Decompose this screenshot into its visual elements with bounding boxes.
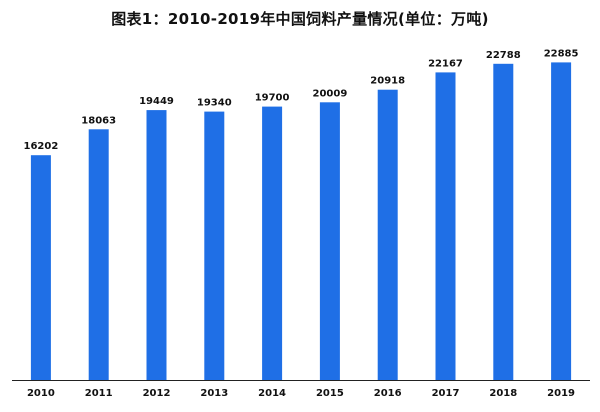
- data-label-2013: 19340: [197, 98, 232, 109]
- bar-2018: [493, 63, 514, 381]
- x-tick-label-2010: 2010: [27, 388, 55, 399]
- bar-2016: [377, 89, 398, 380]
- data-label-2010: 16202: [24, 141, 59, 152]
- x-tick-label-2011: 2011: [85, 388, 113, 399]
- chart-title: 图表1：2010-2019年中国饲料产量情况(单位：万吨): [111, 10, 489, 28]
- x-tick-labels-layer: 2010 2011 2012 2013 2014 2015 2016 2017 2018 2019: [27, 388, 575, 399]
- data-label-2011: 18063: [81, 115, 116, 126]
- bar-2010: [30, 155, 51, 380]
- x-tick-label-2015: 2015: [316, 388, 344, 399]
- x-tick-label-2017: 2017: [432, 388, 460, 399]
- data-label-2019: 22885: [544, 48, 579, 59]
- data-label-2014: 19700: [255, 93, 290, 104]
- bar-2017: [435, 72, 456, 381]
- data-label-2012: 19449: [139, 96, 174, 107]
- bar-2012: [146, 110, 167, 380]
- bar-2019: [551, 62, 572, 381]
- bars-layer: [30, 62, 572, 381]
- data-label-2016: 20918: [370, 76, 405, 87]
- bar-2013: [204, 111, 225, 380]
- x-tick-label-2014: 2014: [258, 388, 286, 399]
- data-label-2018: 22788: [486, 50, 521, 61]
- x-tick-label-2013: 2013: [200, 388, 228, 399]
- bar-2015: [319, 102, 340, 381]
- x-tick-label-2016: 2016: [374, 388, 402, 399]
- x-tick-label-2012: 2012: [143, 388, 171, 399]
- data-label-2015: 20009: [313, 88, 348, 99]
- x-tick-label-2018: 2018: [489, 388, 517, 399]
- bar-2011: [88, 129, 109, 380]
- data-labels-layer: 16202 18063 19449 19340 19700 20009 20918 22167…: [24, 48, 579, 152]
- x-tick-label-2019: 2019: [547, 388, 575, 399]
- data-label-2017: 22167: [428, 58, 463, 69]
- bar-2014: [262, 106, 283, 380]
